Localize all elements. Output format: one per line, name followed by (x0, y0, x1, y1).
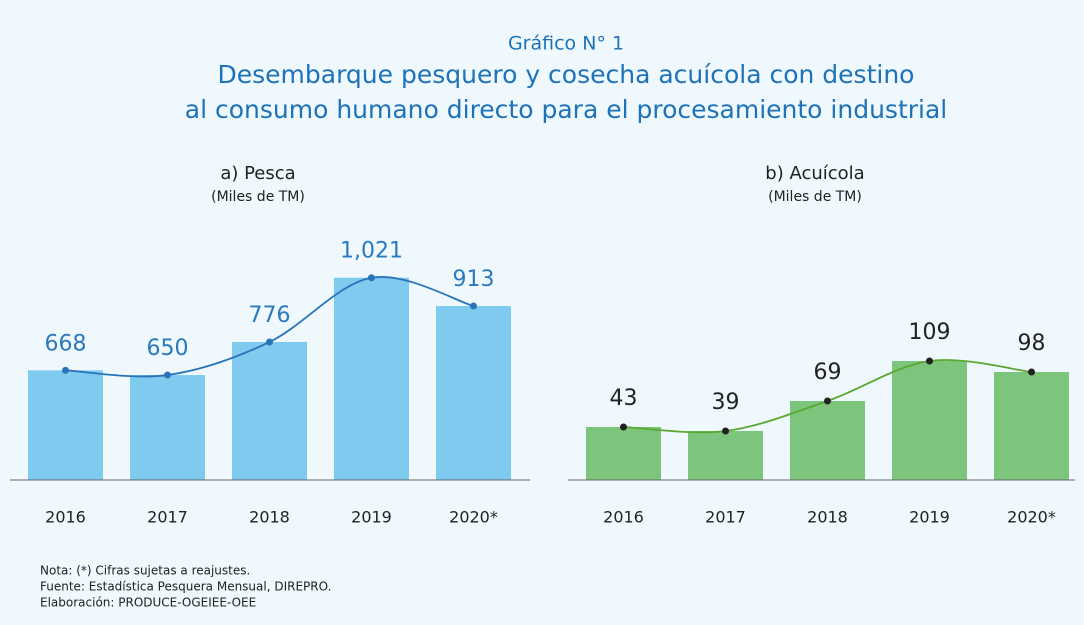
chart-subtitle: (Miles de TM) (211, 189, 305, 205)
point (266, 338, 273, 346)
note: Nota: (*) Cifras sujetas a reajustes. (40, 564, 250, 578)
x-tick-label: 2016 (603, 508, 644, 527)
bar (892, 361, 967, 480)
point (164, 371, 171, 379)
figure-label: Gráfico N° 1 (508, 33, 624, 55)
title-line: Desembarque pesquero y cosecha acuícola … (218, 60, 915, 89)
point (368, 274, 375, 282)
note: Fuente: Estadística Pesquera Mensual, DI… (40, 580, 331, 594)
data-label: 39 (712, 390, 740, 415)
bar (232, 342, 307, 480)
data-label: 43 (610, 386, 638, 411)
bar (790, 401, 865, 480)
data-label: 668 (45, 331, 87, 356)
data-label: 1,021 (340, 239, 403, 264)
bar (334, 277, 409, 480)
bar (130, 375, 205, 480)
bar (586, 427, 661, 480)
x-tick-label: 2017 (705, 508, 746, 527)
point (824, 397, 831, 405)
chart-title: a) Pesca (220, 163, 295, 184)
x-tick-label: 2019 (909, 508, 950, 527)
x-tick-label: 2018 (249, 508, 290, 527)
point (620, 423, 627, 431)
data-label: 69 (814, 360, 842, 385)
title-line: al consumo humano directo para el proces… (185, 95, 948, 124)
bar (688, 431, 763, 480)
x-tick-label: 2020* (1007, 508, 1056, 527)
x-tick-label: 2017 (147, 508, 188, 527)
point (722, 427, 729, 435)
chart-title: b) Acuícola (765, 163, 864, 184)
point (470, 302, 477, 310)
bar (994, 372, 1069, 480)
data-label: 98 (1018, 331, 1046, 356)
data-label: 650 (147, 336, 189, 361)
data-label: 109 (909, 320, 951, 345)
x-tick-label: 2019 (351, 508, 392, 527)
data-label: 913 (453, 267, 495, 292)
x-tick-label: 2018 (807, 508, 848, 527)
data-label: 776 (249, 303, 291, 328)
point (62, 366, 69, 374)
x-tick-label: 2016 (45, 508, 86, 527)
x-tick-label: 2020* (449, 508, 498, 527)
bar (28, 370, 103, 480)
point (926, 357, 933, 365)
note: Elaboración: PRODUCE-OGEIEE-OEE (40, 596, 256, 610)
bar (436, 306, 511, 480)
point (1028, 368, 1035, 376)
chart-subtitle: (Miles de TM) (768, 189, 862, 205)
